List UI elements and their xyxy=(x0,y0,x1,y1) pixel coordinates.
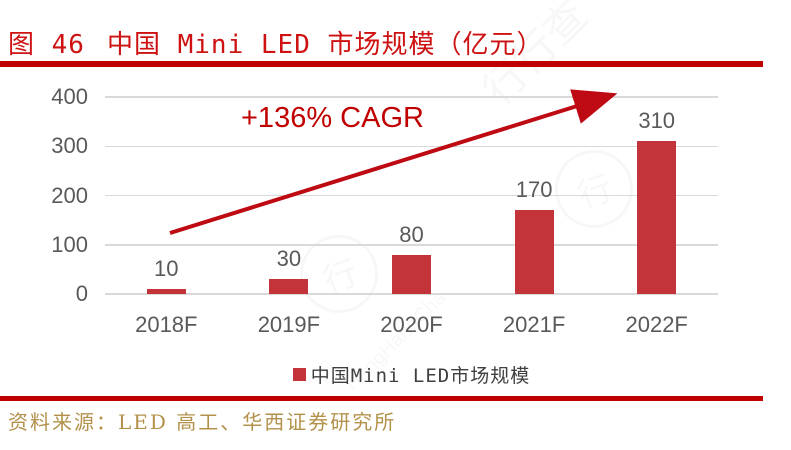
gridline-200 xyxy=(105,194,718,197)
gridline-100 xyxy=(105,244,718,246)
x-axis-tick-2019F: 2019F xyxy=(257,312,321,337)
bar-2022F xyxy=(637,141,677,294)
gridline-300 xyxy=(105,145,718,147)
data-source-note: 资料来源：LED 高工、华西证券研究所 xyxy=(8,410,397,434)
legend-marker-square xyxy=(292,368,306,381)
x-axis-tick-2022F: 2022F xyxy=(625,312,688,337)
figure-title-text: 中国 Mini LED 市场规模（亿元） xyxy=(106,30,544,60)
figure-title: 图 46 中国 Mini LED 市场规模（亿元） xyxy=(8,24,544,64)
bar-2020F xyxy=(392,254,431,294)
bar-value-2019F: 30 xyxy=(276,246,302,272)
bar-2018F xyxy=(146,289,186,294)
chart-legend: 中国Mini LED市场规模 xyxy=(105,361,718,388)
y-axis-tick-200: 200 xyxy=(51,182,88,208)
title-divider-rule xyxy=(0,61,763,67)
x-axis-tick-2018F: 2018F xyxy=(135,312,198,337)
bar-2019F xyxy=(269,279,309,294)
bar-value-2018F: 10 xyxy=(154,256,179,282)
x-axis-tick-2021F: 2021F xyxy=(502,312,566,337)
x-axis-tick-2020F: 2020F xyxy=(380,312,443,337)
footer-divider-rule xyxy=(0,396,763,401)
cagr-annotation: +136% CAGR xyxy=(233,100,432,137)
gridline-400 xyxy=(105,96,718,98)
bar-value-2020F: 80 xyxy=(399,221,424,247)
bar-2021F xyxy=(514,210,554,294)
y-axis-tick-100: 100 xyxy=(51,231,88,257)
gridline-0 xyxy=(105,293,718,295)
bar-value-2022F: 310 xyxy=(638,108,676,134)
y-axis-tick-0: 0 xyxy=(75,281,88,306)
bar-value-2021F: 170 xyxy=(515,177,553,203)
y-axis-tick-300: 300 xyxy=(51,133,88,159)
figure-number: 图 46 xyxy=(8,30,85,64)
legend-label: 中国Mini LED市场规模 xyxy=(310,365,531,387)
y-axis-tick-400: 400 xyxy=(51,84,88,109)
